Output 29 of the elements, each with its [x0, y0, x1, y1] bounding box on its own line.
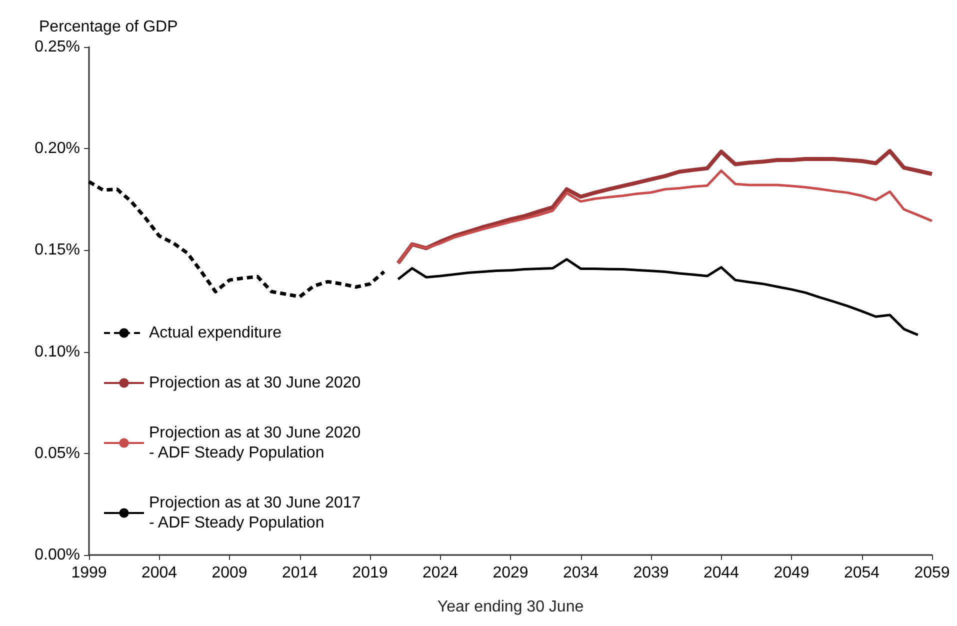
x-tick-label: 2024: [422, 564, 458, 582]
line-series: [396, 258, 920, 336]
y-axis-title: Percentage of GDP: [39, 18, 178, 36]
x-tick-label: 2044: [703, 564, 740, 582]
x-tick-label: 2019: [352, 564, 388, 582]
legend-label: Projection as at 30 June 2020: [149, 374, 361, 392]
line-series: [396, 170, 934, 264]
x-tick-label: 2054: [844, 564, 880, 582]
y-tick-label: 0.15%: [34, 242, 80, 259]
x-tick-label: 2049: [774, 564, 810, 582]
x-tick-label: 2009: [212, 564, 248, 582]
x-tick-label: 2014: [282, 564, 318, 582]
x-tick-label: 2059: [914, 564, 950, 582]
x-tick-label: 1999: [71, 564, 107, 582]
x-tick-label: 2004: [141, 564, 178, 582]
legend-label: Projection as at 30 June 2020 - ADF Steady Population: [149, 424, 366, 462]
x-tick-label: 2034: [562, 564, 599, 582]
legend-label: Projection as at 30 June 2017 - ADF Steady Population: [149, 494, 366, 532]
y-tick-label: 0.00%: [34, 546, 80, 564]
line-series: [87, 180, 386, 298]
x-tick-label: 2039: [633, 564, 669, 582]
y-tick-label: 0.20%: [34, 140, 80, 158]
line-series: [396, 149, 934, 266]
y-tick-label: 0.05%: [34, 444, 80, 462]
y-tick-label: 0.10%: [34, 343, 80, 360]
x-axis-title: Year ending 30 June: [437, 598, 584, 616]
y-tick-label: 0.25%: [34, 38, 80, 56]
legend-label: Actual expenditure: [149, 324, 282, 342]
x-tick-label: 2029: [492, 564, 528, 582]
